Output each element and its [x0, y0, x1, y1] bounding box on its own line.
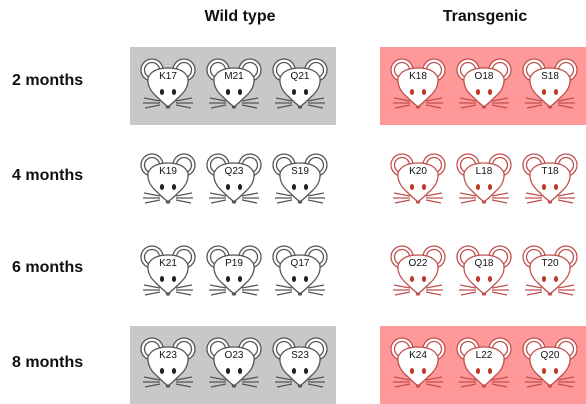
row-label-0: 2 months — [12, 72, 84, 89]
mouse-id-label: Q21 — [290, 71, 310, 82]
mouse-icon: P19 — [204, 241, 264, 301]
mouse-id-label: S23 — [291, 350, 309, 361]
mouse-id-label: S19 — [291, 166, 309, 177]
mouse-id-label: O22 — [408, 258, 428, 269]
mouse-id-label: K21 — [159, 258, 177, 269]
row-label-2: 6 months — [12, 259, 84, 276]
mouse-id-label: Q20 — [540, 350, 560, 361]
mouse-icon: K23 — [138, 333, 198, 393]
mouse-icon: K19 — [138, 149, 198, 209]
mouse-icon: K18 — [388, 54, 448, 114]
header-transgenic: Transgenic — [442, 8, 528, 25]
mouse-id-label: T18 — [541, 166, 559, 177]
mouse-id-label: Q18 — [474, 258, 494, 269]
mouse-id-label: L18 — [475, 166, 493, 177]
mouse-icon: O23 — [204, 333, 264, 393]
mouse-icon: Q20 — [520, 333, 580, 393]
mouse-icon: L22 — [454, 333, 514, 393]
mouse-icon: T20 — [520, 241, 580, 301]
mouse-icon: Q18 — [454, 241, 514, 301]
panel-wild-type-row-2: K21 P19 Q17 — [130, 234, 336, 312]
panel-wild-type-row-1: K19 Q23 S19 — [130, 142, 336, 220]
mouse-id-label: P19 — [225, 258, 243, 269]
mouse-id-label: O18 — [474, 71, 494, 82]
mouse-icon: T18 — [520, 149, 580, 209]
panel-transgenic-row-1: K20 L18 T18 — [380, 142, 586, 220]
mouse-icon: S18 — [520, 54, 580, 114]
mouse-id-label: K17 — [159, 71, 177, 82]
mouse-id-label: T20 — [541, 258, 559, 269]
mouse-icon: K24 — [388, 333, 448, 393]
mouse-id-label: K19 — [159, 166, 177, 177]
panel-transgenic-row-2: O22 Q18 T20 — [380, 234, 586, 312]
panel-wild-type-row-0: K17 M21 Q21 — [130, 47, 336, 125]
mouse-icon: O18 — [454, 54, 514, 114]
mouse-icon: O22 — [388, 241, 448, 301]
mouse-id-label: L22 — [475, 350, 493, 361]
row-label-1: 4 months — [12, 167, 84, 184]
mouse-icon: K17 — [138, 54, 198, 114]
mouse-icon: K21 — [138, 241, 198, 301]
mouse-icon: S23 — [270, 333, 330, 393]
mouse-icon: Q17 — [270, 241, 330, 301]
header-wild-type: Wild type — [204, 8, 276, 25]
mouse-id-label: S18 — [541, 71, 559, 82]
mouse-icon: Q23 — [204, 149, 264, 209]
mouse-icon: Q21 — [270, 54, 330, 114]
panel-transgenic-row-3: K24 L22 Q20 — [380, 326, 586, 404]
row-label-3: 8 months — [12, 354, 84, 371]
mouse-id-label: Q17 — [290, 258, 310, 269]
mouse-icon: K20 — [388, 149, 448, 209]
mouse-id-label: M21 — [224, 71, 244, 82]
panel-transgenic-row-0: K18 O18 S18 — [380, 47, 586, 125]
mouse-id-label: K23 — [159, 350, 177, 361]
mouse-icon: S19 — [270, 149, 330, 209]
mouse-id-label: K18 — [409, 71, 427, 82]
mouse-id-label: K20 — [409, 166, 427, 177]
mouse-id-label: O23 — [224, 350, 244, 361]
mouse-icon: L18 — [454, 149, 514, 209]
panel-wild-type-row-3: K23 O23 S23 — [130, 326, 336, 404]
mouse-id-label: Q23 — [224, 166, 244, 177]
mouse-id-label: K24 — [409, 350, 427, 361]
mouse-icon: M21 — [204, 54, 264, 114]
